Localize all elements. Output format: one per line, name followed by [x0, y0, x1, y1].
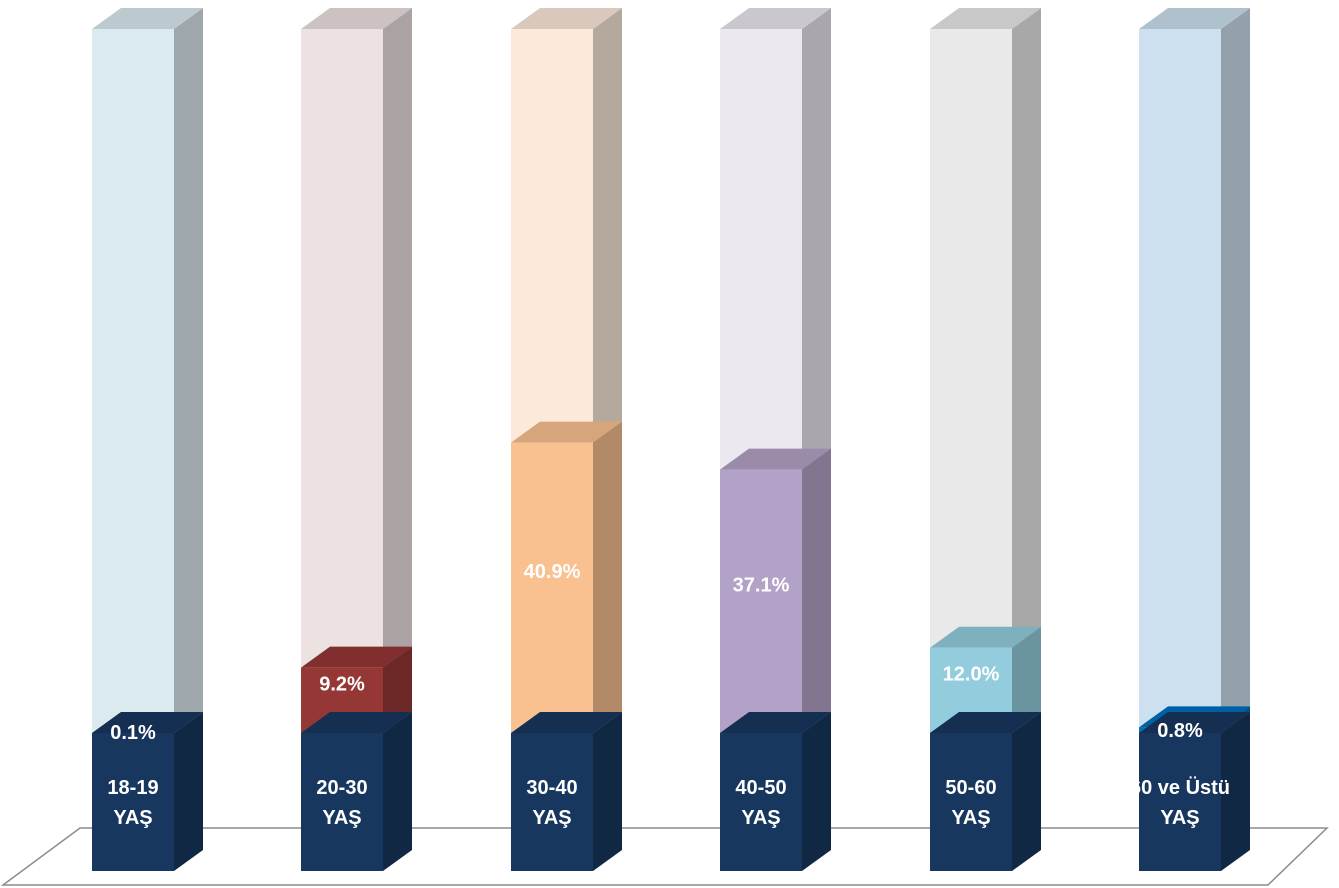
category-label-3-0: 40-50	[735, 777, 786, 799]
data-bar-3-top	[720, 448, 831, 470]
ghost-column-5-top	[1139, 8, 1250, 29]
category-base-2-front	[511, 733, 593, 871]
ghost-column-4-side	[1012, 8, 1041, 733]
value-label-3: 37.1%	[733, 574, 790, 596]
ghost-column-4-front	[930, 29, 1012, 733]
ghost-column-0-side	[174, 8, 203, 733]
category-label-1-1: YAŞ	[322, 807, 361, 829]
value-label-0: 0.1%	[110, 722, 156, 744]
ghost-column-2-top	[511, 8, 622, 29]
category-label-4-0: 50-60	[945, 777, 996, 799]
data-bar-3-side	[802, 448, 831, 733]
category-base-5-top	[1139, 712, 1250, 733]
ghost-column-5-front	[1139, 29, 1221, 733]
category-label-3-1: YAŞ	[741, 807, 780, 829]
ghost-column-5-side	[1221, 8, 1250, 733]
ghost-column-3-top	[720, 8, 831, 29]
ghost-column-1-front	[301, 29, 383, 733]
category-base-1-top	[301, 712, 412, 733]
category-base-5-side	[1221, 712, 1250, 871]
ghost-column-0-front	[92, 29, 174, 733]
category-base-4-front	[930, 733, 1012, 871]
value-label-5: 0.8%	[1157, 720, 1203, 742]
data-bar-4-side	[1012, 626, 1041, 733]
category-base-3-top	[720, 712, 831, 733]
category-label-5-0: 60 ve Üstü	[1130, 776, 1230, 799]
category-base-1-front	[301, 733, 383, 871]
ghost-column-4-top	[930, 8, 1041, 29]
category-base-3-side	[802, 712, 831, 871]
category-base-3-front	[720, 733, 802, 871]
category-base-5-front	[1139, 733, 1221, 871]
category-label-5-1: YAŞ	[1160, 807, 1199, 829]
category-label-1-0: 20-30	[316, 777, 367, 799]
category-base-2-top	[511, 712, 622, 733]
category-label-4-1: YAŞ	[951, 807, 990, 829]
category-label-0-1: YAŞ	[113, 807, 152, 829]
data-bar-2-top	[511, 421, 622, 443]
category-base-1-side	[383, 712, 412, 871]
data-bar-2-side	[593, 421, 622, 733]
category-base-4-side	[1012, 712, 1041, 871]
data-bar-1-side	[383, 646, 412, 733]
value-label-1: 9.2%	[319, 673, 365, 695]
ghost-column-1-side	[383, 8, 412, 733]
category-base-2-side	[593, 712, 622, 871]
category-label-2-1: YAŞ	[532, 807, 571, 829]
data-bar-4-top	[930, 626, 1041, 648]
value-label-4: 12.0%	[943, 663, 1000, 685]
category-base-0-front	[92, 733, 174, 871]
data-bar-1-top	[301, 646, 412, 668]
ghost-column-1-top	[301, 8, 412, 29]
category-label-0-0: 18-19	[107, 777, 158, 799]
data-bar-2-front	[511, 442, 593, 733]
value-label-2: 40.9%	[524, 561, 581, 583]
ghost-column-0-top	[92, 8, 203, 29]
category-base-0-side	[174, 712, 203, 871]
data-bar-3-front	[720, 469, 802, 733]
category-base-0-top	[92, 712, 203, 733]
chart-floor	[0, 827, 1329, 886]
category-base-4-top	[930, 712, 1041, 733]
category-label-2-0: 30-40	[526, 777, 577, 799]
